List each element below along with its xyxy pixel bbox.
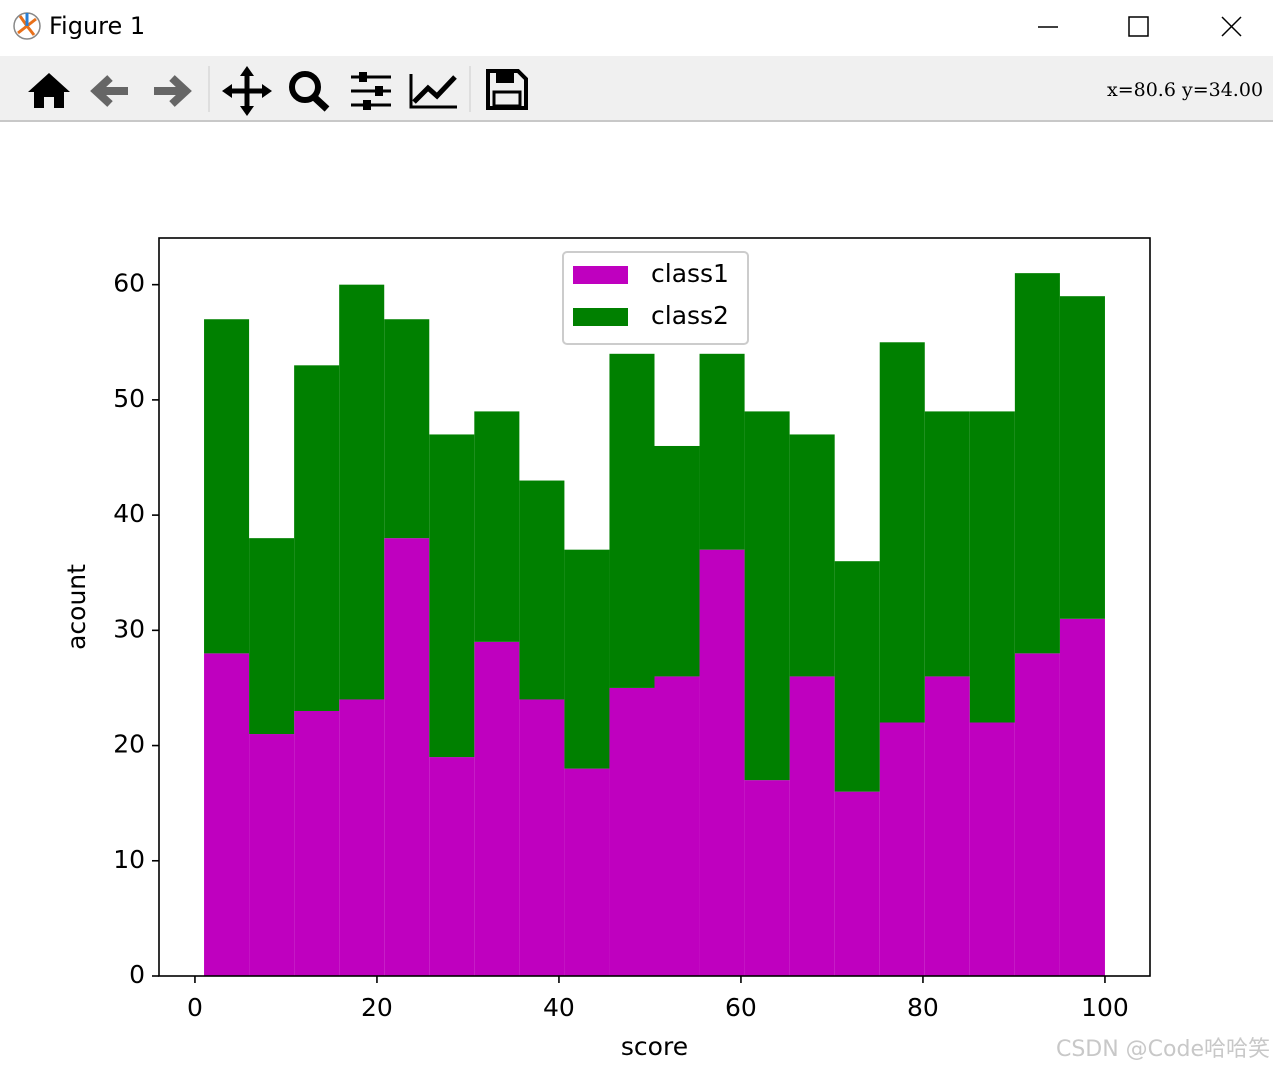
bar bbox=[384, 538, 430, 976]
back-button[interactable] bbox=[90, 75, 128, 107]
y-tick-label: 50 bbox=[113, 384, 145, 413]
bar bbox=[564, 549, 610, 769]
configure-button[interactable] bbox=[351, 72, 391, 110]
bar bbox=[1059, 618, 1105, 976]
edit-axis-button[interactable] bbox=[409, 74, 457, 109]
bar bbox=[699, 549, 745, 976]
bar bbox=[969, 722, 1015, 976]
bar bbox=[249, 734, 295, 976]
zoom-button[interactable] bbox=[289, 71, 330, 112]
bar bbox=[204, 653, 250, 976]
bar bbox=[519, 699, 565, 976]
bar bbox=[1014, 273, 1060, 654]
bar bbox=[654, 676, 700, 976]
bar bbox=[384, 319, 430, 539]
y-tick-label: 20 bbox=[113, 730, 145, 759]
x-tick-label: 100 bbox=[1081, 993, 1129, 1022]
bar bbox=[699, 353, 745, 550]
title-bar bbox=[0, 0, 1273, 56]
bar bbox=[834, 791, 880, 976]
bar bbox=[969, 411, 1015, 723]
bar bbox=[924, 676, 970, 976]
home-button[interactable] bbox=[28, 73, 70, 108]
maximize-button[interactable] bbox=[1128, 16, 1149, 37]
bar bbox=[294, 710, 340, 976]
bar bbox=[564, 768, 610, 976]
plot-frame bbox=[158, 237, 1151, 977]
coordinates-readout: x=80.6 y=34.00 bbox=[1107, 79, 1263, 101]
toolbar bbox=[0, 56, 1273, 121]
bar bbox=[474, 411, 520, 642]
legend-swatch bbox=[573, 266, 628, 284]
bar bbox=[1059, 296, 1105, 619]
pan-button[interactable] bbox=[222, 66, 272, 116]
save-button[interactable] bbox=[486, 69, 528, 110]
bar bbox=[609, 687, 655, 976]
app-icon bbox=[13, 12, 41, 40]
bar bbox=[744, 780, 790, 976]
bar bbox=[474, 641, 520, 976]
bar bbox=[249, 538, 295, 735]
y-tick-label: 40 bbox=[113, 499, 145, 528]
x-tick-label: 20 bbox=[361, 993, 393, 1022]
bar bbox=[339, 284, 385, 700]
bar bbox=[204, 319, 250, 654]
bar bbox=[429, 434, 475, 758]
x-axis-label: score bbox=[621, 1032, 688, 1061]
close-button[interactable] bbox=[1221, 16, 1242, 37]
bar bbox=[519, 480, 565, 700]
bar bbox=[609, 353, 655, 688]
bar bbox=[429, 757, 475, 976]
y-tick-label: 30 bbox=[113, 614, 145, 643]
bar bbox=[294, 365, 340, 711]
legend-swatch bbox=[573, 308, 628, 326]
y-tick-label: 10 bbox=[113, 845, 145, 874]
legend-label: class2 bbox=[651, 301, 729, 330]
x-tick-label: 40 bbox=[543, 993, 575, 1022]
bar bbox=[789, 676, 835, 976]
bar bbox=[879, 342, 925, 723]
bar bbox=[1014, 653, 1060, 976]
window-title: Figure 1 bbox=[49, 12, 145, 40]
x-tick-label: 0 bbox=[187, 993, 203, 1022]
bar bbox=[654, 445, 700, 677]
bar bbox=[879, 722, 925, 976]
bar bbox=[744, 411, 790, 781]
bar bbox=[834, 561, 880, 792]
bar bbox=[339, 699, 385, 976]
x-tick-label: 60 bbox=[725, 993, 757, 1022]
bar bbox=[924, 411, 970, 677]
y-tick-label: 60 bbox=[113, 269, 145, 298]
bar bbox=[789, 434, 835, 677]
y-axis-label: acount bbox=[62, 564, 91, 650]
forward-button[interactable] bbox=[154, 75, 192, 107]
y-tick-label: 0 bbox=[129, 960, 145, 989]
x-tick-label: 80 bbox=[907, 993, 939, 1022]
chart: 0 20 40 60 80 100 0 10 20 30 40 50 60 score acount clas… bbox=[62, 237, 1151, 1061]
watermark: CSDN @Code哈哈笑 bbox=[1056, 1037, 1270, 1062]
legend-label: class1 bbox=[651, 259, 729, 288]
